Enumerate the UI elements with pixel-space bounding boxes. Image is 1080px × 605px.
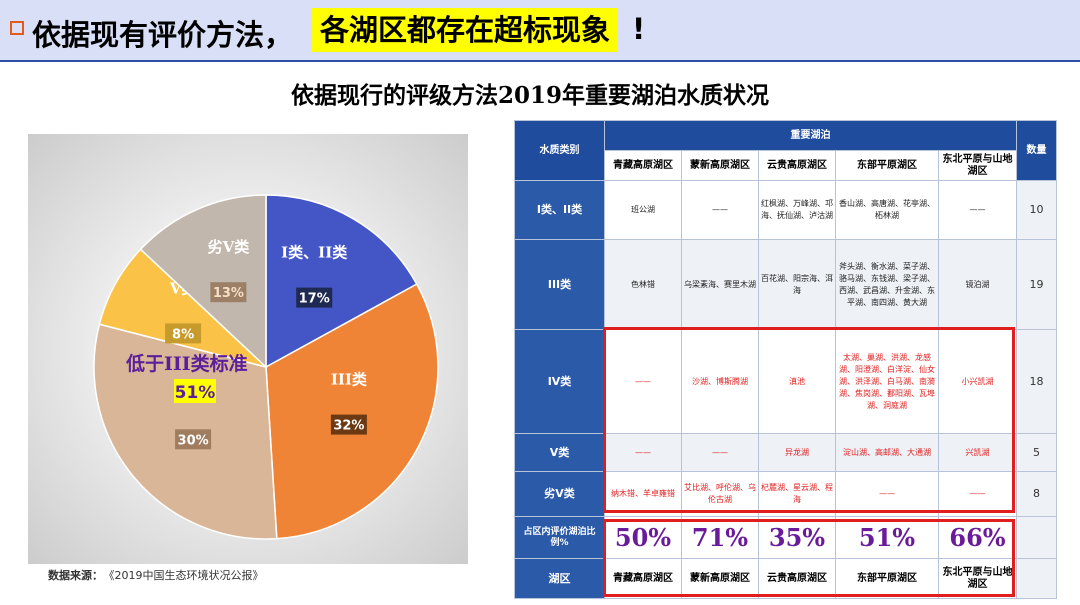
pie-slice xyxy=(265,283,439,540)
pie-value-box xyxy=(296,287,333,308)
table-cell: 香山湖、高唐湖、花亭湖、柘林湖 xyxy=(835,180,939,240)
bullet-square-icon xyxy=(10,21,24,35)
footer-row: 湖区 青藏高原湖区 蒙新高原湖区 云贵高原湖区 东部平原湖区 东北平原与山地湖区 xyxy=(514,558,1057,599)
ratio-label: 占区内评价湖泊比例% xyxy=(514,516,605,559)
ratio-value: 35% xyxy=(758,516,836,559)
row-count: 18 xyxy=(1016,329,1057,434)
table-cell: 红枫湖、万峰湖、邛海、抚仙湖、泸沽湖 xyxy=(758,180,836,240)
table-cell: —— xyxy=(938,180,1017,240)
table-row: III类 色林错 乌梁素海、赛里木湖 百花湖、阳宗海、洱海 斧头湖、衡水湖、菜子… xyxy=(514,239,1057,330)
region-footer: 云贵高原湖区 xyxy=(758,558,836,599)
region-header: 东部平原湖区 xyxy=(835,150,939,181)
source-text: 《2019中国生态环境状况公报》 xyxy=(109,569,264,582)
table-cell: —— xyxy=(604,329,682,434)
header-lakes-group: 重要湖泊 xyxy=(604,120,1017,151)
table-cell: 沙湖、博斯腾湖 xyxy=(681,329,759,434)
header-count: 数量 xyxy=(1016,120,1057,181)
region-footer: 蒙新高原湖区 xyxy=(681,558,759,599)
pie-chart-panel: I类、II类17%III类32%IV类30%V类8%劣V类13%低于III类标准… xyxy=(28,134,468,564)
table-row: I类、II类 班公湖 —— 红枫湖、万峰湖、邛海、抚仙湖、泸沽湖 香山湖、高唐湖… xyxy=(514,180,1057,240)
below-standard-highlight xyxy=(174,379,216,403)
pie-value-box xyxy=(210,282,247,303)
below-standard-value: 51% xyxy=(175,383,216,403)
region-footer: 东部平原湖区 xyxy=(835,558,939,599)
row-count: 8 xyxy=(1016,471,1057,517)
source-label: 数据来源： xyxy=(48,569,103,582)
ratio-value: 66% xyxy=(938,516,1017,559)
pie-value-label: 32% xyxy=(333,419,364,434)
row-category: I类、II类 xyxy=(514,180,605,240)
pie-slice-label: I类、II类 xyxy=(281,244,348,262)
table-cell: 百花湖、阳宗海、洱海 xyxy=(758,239,836,330)
row-category: V类 xyxy=(514,433,605,472)
table-cell: —— xyxy=(835,471,939,517)
data-source-note: 数据来源： 《2019中国生态环境状况公报》 xyxy=(48,568,264,584)
table-cell: 纳木错、羊卓雍错 xyxy=(604,471,682,517)
table-cell: 异龙湖 xyxy=(758,433,836,472)
region-header: 青藏高原湖区 xyxy=(604,150,682,181)
table-cell: 镜泊湖 xyxy=(938,239,1017,330)
table-row: IV类 —— 沙湖、博斯腾湖 滇池 太湖、巢湖、洪湖、龙感湖、阳澄湖、白洋淀、仙… xyxy=(514,329,1057,434)
highlight-box-ratios xyxy=(603,519,1015,597)
slide-title-exclamation: ! xyxy=(632,12,646,46)
pie-slice xyxy=(139,194,267,369)
row-count: 10 xyxy=(1016,180,1057,240)
pie-slice-label: 劣V类 xyxy=(208,238,251,256)
footer-label: 湖区 xyxy=(514,558,605,599)
empty-cell xyxy=(1016,516,1057,559)
table-cell: 太湖、巢湖、洪湖、龙感湖、阳澄湖、白洋淀、仙女湖、洪泽湖、白马湖、南漪湖、焦岗湖… xyxy=(835,329,939,434)
row-count: 5 xyxy=(1016,433,1057,472)
table-cell: —— xyxy=(681,180,759,240)
table-cell: 兴凯湖 xyxy=(938,433,1017,472)
title-bar: 依据现有评价方法， 各湖区都存在超标现象 ! xyxy=(0,0,1080,62)
table-cell: 乌梁素海、赛里木湖 xyxy=(681,239,759,330)
pie-value-label: 17% xyxy=(299,292,330,307)
pie-value-box xyxy=(175,429,212,450)
highlight-box-exceeding xyxy=(603,327,1015,513)
region-header: 云贵高原湖区 xyxy=(758,150,836,181)
region-footer: 东北平原与山地湖区 xyxy=(938,558,1017,599)
empty-cell xyxy=(1016,558,1057,599)
row-count: 19 xyxy=(1016,239,1057,330)
ratio-value: 71% xyxy=(681,516,759,559)
region-header: 东北平原与山地湖区 xyxy=(938,150,1017,181)
pie-slice xyxy=(265,194,418,369)
ratio-value: 50% xyxy=(604,516,682,559)
table-cell: 班公湖 xyxy=(604,180,682,240)
table-cell: 斧头湖、衡水湖、菜子湖、骆马湖、东钱湖、梁子湖、西湖、武昌湖、升金湖、东平湖、南… xyxy=(835,239,939,330)
pie-value-label: 30% xyxy=(178,433,209,448)
pie-chart: I类、II类17%III类32%IV类30%V类8%劣V类13%低于III类标准… xyxy=(93,194,439,540)
pie-slice-label: III类 xyxy=(331,371,368,389)
pie-value-box xyxy=(330,414,367,435)
pie-value-box xyxy=(165,323,202,344)
row-category: IV类 xyxy=(514,329,605,434)
lake-quality-table: 水质类别 重要湖泊 数量 青藏高原湖区 蒙新高原湖区 云贵高原湖区 东部平原湖区… xyxy=(514,120,1057,599)
below-standard-label: 低于III类标准 xyxy=(125,352,248,375)
slide-title: 依据现有评价方法， xyxy=(32,18,294,52)
table-cell: —— xyxy=(938,471,1017,517)
header-category: 水质类别 xyxy=(514,120,605,181)
table-cell: 小兴凯湖 xyxy=(938,329,1017,434)
pie-value-label: 13% xyxy=(213,286,244,301)
region-footer: 青藏高原湖区 xyxy=(604,558,682,599)
chart-title: 依据现行的评级方法2019年重要湖泊水质状况 xyxy=(290,82,769,109)
table-cell: 滇池 xyxy=(758,329,836,434)
region-header: 蒙新高原湖区 xyxy=(681,150,759,181)
table-cell: 色林错 xyxy=(604,239,682,330)
row-category: 劣V类 xyxy=(514,471,605,517)
row-category: III类 xyxy=(514,239,605,330)
pie-value-label: 8% xyxy=(172,327,194,342)
slide-title-highlight: 各湖区都存在超标现象 xyxy=(312,8,619,52)
table-row: 劣V类 纳木错、羊卓雍错 艾比湖、呼伦湖、乌伦古湖 杞麓湖、星云湖、程海 —— … xyxy=(514,471,1057,517)
table-cell: 杞麓湖、星云湖、程海 xyxy=(758,471,836,517)
